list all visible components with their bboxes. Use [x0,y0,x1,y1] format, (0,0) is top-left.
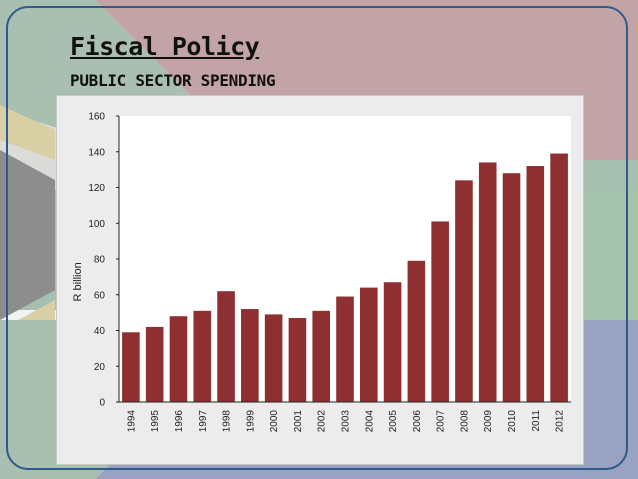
flag-yellow-chevron-top [0,105,55,160]
x-tick-label: 2007 [436,410,447,433]
x-tick-label: 2012 [555,410,566,433]
bar-1996 [169,316,188,402]
x-tick-label: 1998 [222,410,233,433]
slide-title: Fiscal Policy [70,32,260,61]
x-tick-label: 2010 [507,410,518,433]
slide-frame [6,6,628,470]
x-tick-label: 1994 [126,410,137,433]
bar-1994 [122,332,140,402]
bar-2003 [336,296,354,402]
flag-right-green [584,190,638,320]
bar-2010 [502,173,521,402]
y-tick-label: 0 [99,398,105,409]
bar-1997 [193,310,212,402]
y-axis-label: R billion [72,262,84,301]
bar-2006 [407,260,426,402]
x-tick-label: 2004 [364,410,375,433]
bar-1999 [241,309,259,402]
y-tick-label: 20 [94,362,106,373]
y-axis-ticks: 0 20 40 60 80 100 120 140 160 [88,112,119,409]
bar-2005 [383,282,402,402]
bar-1995 [145,326,164,402]
x-tick-label: 2001 [293,410,304,433]
y-tick-label: 40 [94,326,106,337]
x-tick-label: 2000 [269,410,280,433]
flag-dark-triangle [0,150,55,320]
bar-2007 [431,221,449,402]
x-tick-label: 2003 [341,410,352,433]
y-tick-label: 100 [88,219,105,230]
x-tick-label: 2008 [459,410,470,433]
x-tick-label: 1997 [198,410,209,433]
bar-2009 [478,162,497,402]
x-tick-label: 1996 [174,410,185,433]
y-tick-label: 120 [88,183,105,194]
bar-2008 [455,180,473,402]
x-tick-label: 2009 [483,410,494,433]
bar-2004 [359,287,378,402]
y-tick-label: 160 [88,112,105,123]
bars [122,153,568,402]
y-tick-label: 80 [94,255,106,266]
bar-2000 [264,314,283,402]
bar-1998 [217,291,235,402]
x-tick-label: 2006 [412,410,423,433]
bar-2011 [526,166,545,402]
y-tick-label: 60 [94,290,106,301]
bar-2001 [288,317,307,402]
x-tick-label: 2011 [531,410,542,432]
y-tick-label: 140 [88,147,105,158]
x-tick-label: 2005 [388,410,399,433]
bar-2012 [550,153,568,402]
x-tick-label: 1999 [245,410,256,433]
slide-subtitle: PUBLIC SECTOR SPENDING [70,71,276,90]
x-tick-label: 2002 [317,410,328,433]
x-tick-label: 1995 [150,410,161,433]
bar-2002 [312,310,331,402]
chart-container: 0 20 40 60 80 100 120 140 160 1994 1995 1996 1997 19… [56,95,584,465]
x-axis-ticks: 1994 1995 1996 1997 1998 1999 2000 2001 2002 2003… [126,410,565,433]
